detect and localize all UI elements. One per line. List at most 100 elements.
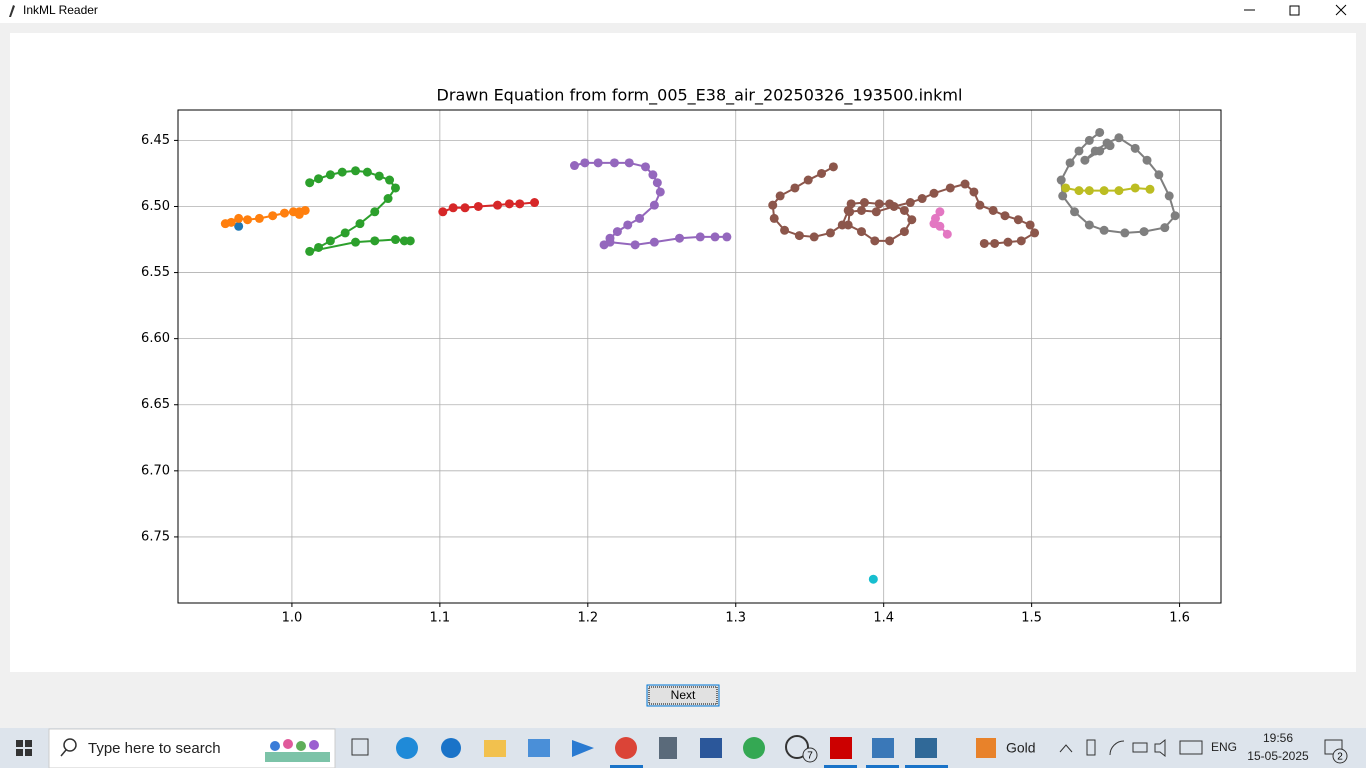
stroke-point [794,231,804,241]
clock-date[interactable]: 15-05-2025 [1247,749,1309,763]
stroke-point [722,232,732,242]
stroke-point [370,236,380,246]
stroke-point [515,199,525,209]
next-button[interactable] [646,684,720,707]
stroke-point [1154,170,1164,180]
stroke-point [530,198,540,208]
stroke-point [351,166,361,176]
x-tick-label: 1.0 [282,611,303,626]
taskbar-underlines [610,765,948,768]
figure-canvas [10,33,1356,672]
stroke-point [305,178,315,188]
focus-ring [648,686,718,705]
stroke-point [1099,225,1109,235]
taskbar-apps[interactable] [351,735,996,759]
stroke-point [1013,215,1023,225]
stroke-point [1099,186,1109,196]
stroke-point [390,235,400,245]
y-tick-label: 6.65 [141,397,170,412]
stroke-point [929,188,939,198]
stroke-point [775,191,785,201]
stroke-point [1065,158,1075,168]
stroke-point [790,183,800,193]
stroke-point [1170,211,1180,221]
x-tick-label: 1.5 [1021,611,1042,626]
stroke-line [574,161,727,246]
stroke-point [268,211,278,221]
stroke-point [635,213,645,223]
stroke-point [243,215,253,225]
stroke-point [641,162,651,172]
stroke-point [1074,146,1084,156]
clock-time[interactable]: 19:56 [1263,731,1293,745]
stroke-point [803,175,813,185]
tray-icons[interactable] [1086,738,1203,758]
stroke-point [871,207,881,217]
search-icon-handle [60,749,67,757]
stroke-point [370,207,380,217]
stroke-point [695,232,705,242]
maximize-button[interactable] [1289,5,1300,16]
stroke-point [473,201,483,211]
stroke-point [889,201,899,211]
stroke-point [1084,135,1094,145]
y-tick-label: 6.75 [141,529,170,544]
stroke-point [859,198,869,208]
stroke-point [624,158,634,168]
stroke-point [1074,186,1084,196]
stroke-point [988,205,998,215]
stroke-point [975,200,985,210]
close-button[interactable] [1335,4,1347,16]
stroke-point [856,227,866,237]
stroke-point [493,200,503,210]
stroke-point [652,178,662,188]
tray-chevron[interactable] [1059,744,1073,753]
stroke-point [1105,141,1115,151]
stroke-point [623,220,633,230]
stroke-point [340,228,350,238]
language[interactable]: ENG [1211,740,1237,754]
stroke-point [460,203,470,213]
stroke-point [846,199,856,209]
stroke-point [907,215,917,225]
stroke-point [1030,228,1040,238]
stroke-point [1016,236,1026,246]
stroke-point [355,219,365,229]
stroke-point [294,209,304,219]
x-tick-label: 1.6 [1169,611,1190,626]
stroke-point [874,199,884,209]
stroke-point [768,200,778,210]
stroke-point [448,203,458,213]
stroke-point [374,171,384,181]
stroke-point [979,238,989,248]
stroke-point [383,194,393,204]
stroke-point [1120,228,1130,238]
stroke-point [314,242,324,252]
stroke-point [254,213,264,223]
stroke-point [899,227,909,237]
stroke-point [675,233,685,243]
stroke-point [905,198,915,208]
y-tick-label: 6.55 [141,265,170,280]
window-title: InkML Reader [23,3,98,17]
plot: Drawn Equation from form_005_E38_air_202… [141,86,1222,626]
stroke-point [385,175,395,185]
weather-text: Gold [1006,740,1036,756]
stroke-point [990,238,1000,248]
stroke-point [1114,186,1124,196]
stroke-point [1058,191,1068,201]
stroke-point [1139,227,1149,237]
start-button[interactable] [16,740,32,756]
y-tick-label: 6.45 [141,133,170,148]
stroke-point [817,168,827,178]
x-tick-label: 1.1 [430,611,451,626]
stroke-point [649,237,659,247]
stroke-point [1003,237,1013,247]
stroke-point [504,199,514,209]
stroke-point [405,236,415,246]
stroke-point [226,217,236,227]
stroke-point [1061,183,1071,193]
stroke-point [1142,155,1152,165]
